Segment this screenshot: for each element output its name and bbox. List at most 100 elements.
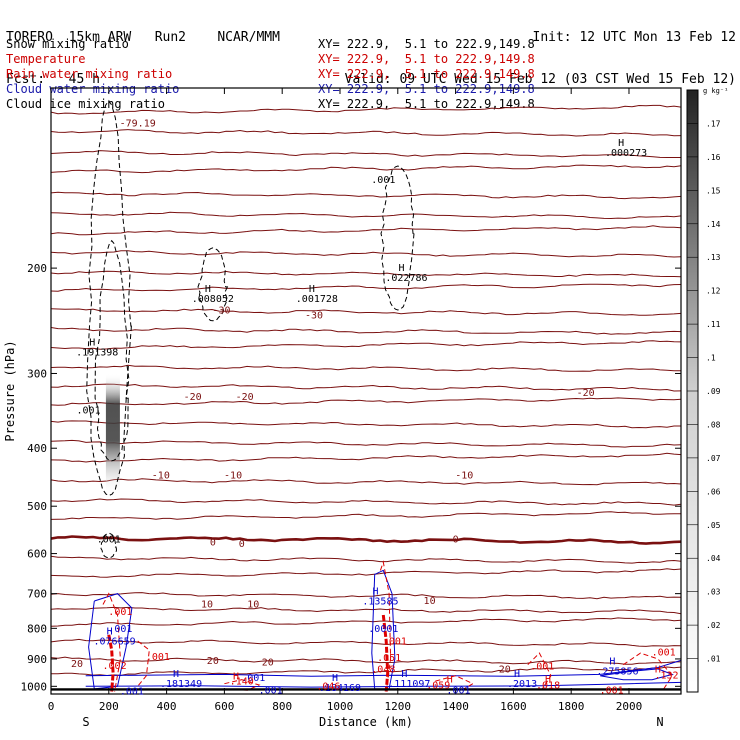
variable-label: Temperature bbox=[6, 52, 86, 66]
rain-high-marker: H bbox=[233, 672, 239, 683]
isotherm-line bbox=[51, 638, 681, 647]
header-forecast: Fcst: 45 h bbox=[6, 72, 100, 87]
isotherm-line bbox=[51, 250, 681, 258]
cloud-water-high-label: .184169 bbox=[319, 683, 361, 694]
rain-label: .018 bbox=[536, 680, 560, 691]
isotherm-label: 10 bbox=[201, 599, 213, 610]
isotherm-label: -30 bbox=[212, 305, 230, 316]
colorbar-tick-label: .06 bbox=[706, 487, 721, 496]
isotherm-line bbox=[51, 150, 681, 158]
high-marker: H bbox=[372, 587, 378, 598]
y-tick-label: 900 bbox=[27, 653, 47, 666]
isotherm-label: -20 bbox=[236, 392, 254, 403]
cloud-water-label: .0001 bbox=[368, 624, 398, 635]
rain-high-marker: H bbox=[447, 674, 453, 685]
variable-label: Rain water mixing ratio bbox=[6, 67, 173, 81]
rain-contour bbox=[527, 652, 552, 690]
rain-high-marker: H bbox=[545, 674, 551, 685]
isotherm-label: -30 bbox=[305, 311, 323, 322]
isotherm-line bbox=[51, 283, 681, 292]
colorbar-tick-label: .02 bbox=[706, 621, 721, 630]
high-marker: H bbox=[398, 263, 404, 274]
cloud-water-contour bbox=[600, 668, 674, 681]
colorbar-tick-label: .16 bbox=[706, 153, 721, 162]
rain-contour bbox=[381, 614, 390, 692]
cloud-water-contour bbox=[88, 593, 133, 690]
isotherm-line bbox=[51, 592, 681, 600]
rain-label: .132 bbox=[655, 670, 679, 681]
y-tick-label: 800 bbox=[27, 622, 47, 635]
header-valid: Valid: 09 UTC Wed 15 Feb 12 (03 CST Wed … bbox=[344, 72, 736, 87]
isotherm-label: -10 bbox=[224, 470, 242, 481]
isotherm-label: 0 bbox=[453, 535, 459, 546]
isotherm-line bbox=[51, 129, 681, 137]
isotherm-line bbox=[51, 327, 681, 335]
y-tick-label: 400 bbox=[27, 442, 47, 455]
colorbar-tick-label: .11 bbox=[706, 320, 721, 329]
x-tick-label: 800 bbox=[272, 700, 292, 713]
x-tick-label: 1800 bbox=[558, 700, 585, 713]
cloud-water-high-label: .13585 bbox=[362, 597, 398, 608]
isotherm-line bbox=[51, 383, 681, 392]
isotherm-line bbox=[51, 191, 681, 200]
snow-high-label: .008052 bbox=[192, 294, 234, 305]
colorbar-tick-label: .1 bbox=[706, 354, 716, 363]
colorbar-tick-label: .03 bbox=[706, 588, 721, 597]
y-tick-label: 1000 bbox=[21, 680, 48, 693]
rain-label: .059 bbox=[426, 680, 450, 691]
variable-xy-range: XY= 222.9, 5.1 to 222.9,149.8 bbox=[318, 52, 535, 66]
cloud-water-high-label: .076659 bbox=[93, 637, 135, 648]
rain-label: .002 bbox=[103, 661, 127, 672]
colorbar-tick-label: .07 bbox=[706, 454, 721, 463]
high-marker: H bbox=[89, 338, 95, 349]
cloud-water-label: .001 bbox=[120, 687, 144, 698]
plot-frame bbox=[50, 87, 682, 695]
x-tick-label: 2000 bbox=[616, 700, 643, 713]
rain-contour bbox=[435, 675, 474, 691]
colorbar-tick-label: .05 bbox=[706, 521, 721, 530]
isotherm-line bbox=[51, 452, 681, 463]
high-marker: H bbox=[618, 138, 624, 149]
isotherm-label: 10 bbox=[247, 599, 259, 610]
isotherm-line bbox=[51, 656, 681, 665]
snow-high-label: .191398 bbox=[76, 348, 118, 359]
x-end-label-north: N bbox=[656, 715, 663, 729]
x-tick-label: 600 bbox=[214, 700, 234, 713]
high-marker: H bbox=[332, 673, 338, 684]
x-tick-label: 1200 bbox=[385, 700, 412, 713]
isotherm-line bbox=[51, 617, 681, 627]
rain-label: .001 bbox=[652, 647, 676, 658]
high-marker: H bbox=[205, 284, 211, 295]
isotherm-label: 20 bbox=[71, 659, 83, 670]
cloud-water-contour bbox=[371, 569, 396, 690]
isotherm-line bbox=[51, 535, 681, 545]
isotherm-line bbox=[51, 225, 681, 236]
header-left: TORERO 15km ARW Run2 NCAR/MMM Fcst: 45 h bbox=[6, 3, 280, 101]
cloud-water-label: .001 bbox=[108, 624, 132, 635]
y-axis-label: Pressure (hPa) bbox=[3, 340, 17, 441]
rain-contour bbox=[379, 560, 392, 692]
x-tick-label: 1000 bbox=[327, 700, 354, 713]
isotherm-line bbox=[51, 364, 681, 372]
high-marker: H bbox=[401, 669, 407, 680]
variable-xy-range: XY= 222.9, 5.1 to 222.9,149.8 bbox=[318, 82, 535, 96]
rain-label: .001 bbox=[530, 662, 554, 673]
snow-contour bbox=[100, 532, 118, 559]
isotherm-label: 10 bbox=[424, 596, 436, 607]
isotherm-line bbox=[51, 511, 681, 520]
colorbar-tick-label: .01 bbox=[706, 655, 721, 664]
header-right: Init: 12 UTC Mon 13 Feb 12 Valid: 09 UTC… bbox=[345, 3, 736, 101]
high-marker: H bbox=[609, 656, 615, 667]
cloud-water-high-label: .2013 bbox=[507, 679, 537, 690]
rain-label: .051 bbox=[377, 653, 401, 664]
isotherm-line bbox=[51, 555, 681, 564]
colorbar-tick-label: .15 bbox=[706, 186, 721, 195]
colorbar-tick-label: .12 bbox=[706, 287, 721, 296]
x-tick-label: 1400 bbox=[442, 700, 469, 713]
high-marker: H bbox=[107, 627, 113, 638]
colorbar-tick-label: .04 bbox=[706, 554, 721, 563]
y-tick-label: 500 bbox=[27, 500, 47, 513]
cloud-water-label: .001 bbox=[446, 685, 470, 696]
colorbar-tick-label: .14 bbox=[706, 220, 721, 229]
